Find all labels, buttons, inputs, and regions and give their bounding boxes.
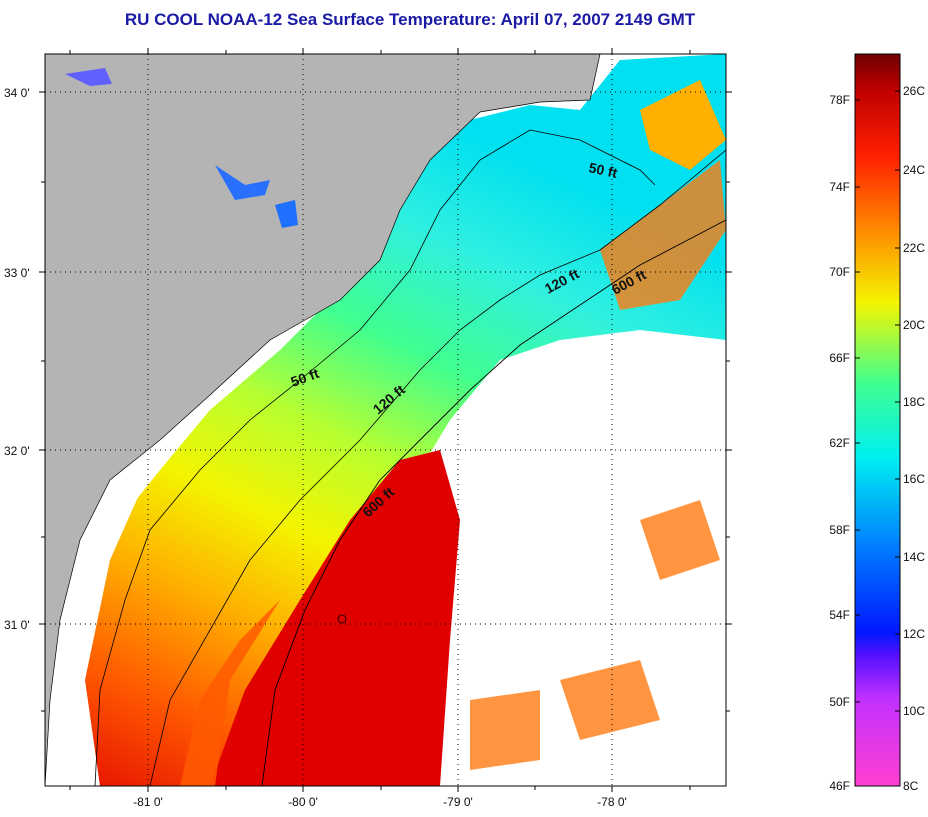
land-mass bbox=[45, 54, 601, 786]
lat-label-31: 31 0' bbox=[4, 618, 30, 632]
colorbar-ticks bbox=[855, 90, 900, 787]
map-title: RU COOL NOAA-12 Sea Surface Temperature:… bbox=[124, 10, 696, 29]
colorbar-c-label: 22C bbox=[903, 241, 925, 255]
map-frame bbox=[44, 53, 727, 787]
colorbar-c-label: 26C bbox=[903, 84, 925, 98]
lon-label-79: -79 0' bbox=[443, 795, 473, 809]
sst-warm-nw bbox=[640, 80, 726, 170]
inland-lake-moultrie bbox=[275, 200, 298, 228]
colorbar bbox=[854, 53, 901, 787]
colorbar-f-label: 50F bbox=[829, 695, 850, 709]
colorbar-c-label: 10C bbox=[903, 704, 925, 718]
colorbar-c-label: 20C bbox=[903, 318, 925, 332]
inland-lake-marion bbox=[215, 165, 270, 200]
lon-label-80: -80 0' bbox=[288, 795, 318, 809]
sst-offshore-flecks bbox=[470, 160, 726, 770]
contour-50ft-line bbox=[94, 129, 656, 786]
colorbar-f-label: 74F bbox=[829, 180, 850, 194]
lon-label-81: -81 0' bbox=[133, 795, 163, 809]
sst-red-core bbox=[210, 450, 460, 786]
colorbar-c-label: 24C bbox=[903, 163, 925, 177]
colorbar-f-label: 62F bbox=[829, 436, 850, 450]
lat-label-32: 32 0' bbox=[4, 444, 30, 458]
colorbar-c-label: 16C bbox=[903, 472, 925, 486]
sst-warm-band bbox=[70, 54, 726, 786]
colorbar-c-label: 8C bbox=[903, 779, 919, 793]
inland-lake-nw bbox=[65, 68, 112, 86]
colorbar-f-labels: 78F 74F 70F 66F 62F 58F 54F 50F 46F bbox=[829, 93, 850, 793]
lat-label-34: 34 0' bbox=[4, 86, 30, 100]
contour-label-50ft-north: 50 ft bbox=[587, 159, 619, 181]
colorbar-c-label: 12C bbox=[903, 627, 925, 641]
lat-label-33: 33 0' bbox=[4, 266, 30, 280]
sst-orange-edge bbox=[180, 600, 280, 786]
colorbar-f-label: 54F bbox=[829, 608, 850, 622]
graticule bbox=[45, 54, 726, 786]
contour-120ft-line bbox=[149, 149, 726, 786]
colorbar-f-label: 78F bbox=[829, 93, 850, 107]
colorbar-c-labels: 26C 24C 22C 20C 18C 16C 14C 12C 10C 8C bbox=[903, 84, 925, 793]
buoy-marker bbox=[337, 614, 347, 624]
map-area: 50 ft 120 ft 600 ft 50 ft 120 ft 600 ft bbox=[45, 54, 726, 786]
axis-ticks bbox=[39, 48, 732, 792]
colorbar-f-label: 66F bbox=[829, 351, 850, 365]
colorbar-f-label: 70F bbox=[829, 265, 850, 279]
colorbar-f-label: 58F bbox=[829, 523, 850, 537]
colorbar-c-label: 18C bbox=[903, 395, 925, 409]
colorbar-f-label: 46F bbox=[829, 779, 850, 793]
contour-600ft-line bbox=[261, 219, 726, 786]
lon-label-78: -78 0' bbox=[597, 795, 627, 809]
colorbar-c-label: 14C bbox=[903, 550, 925, 564]
